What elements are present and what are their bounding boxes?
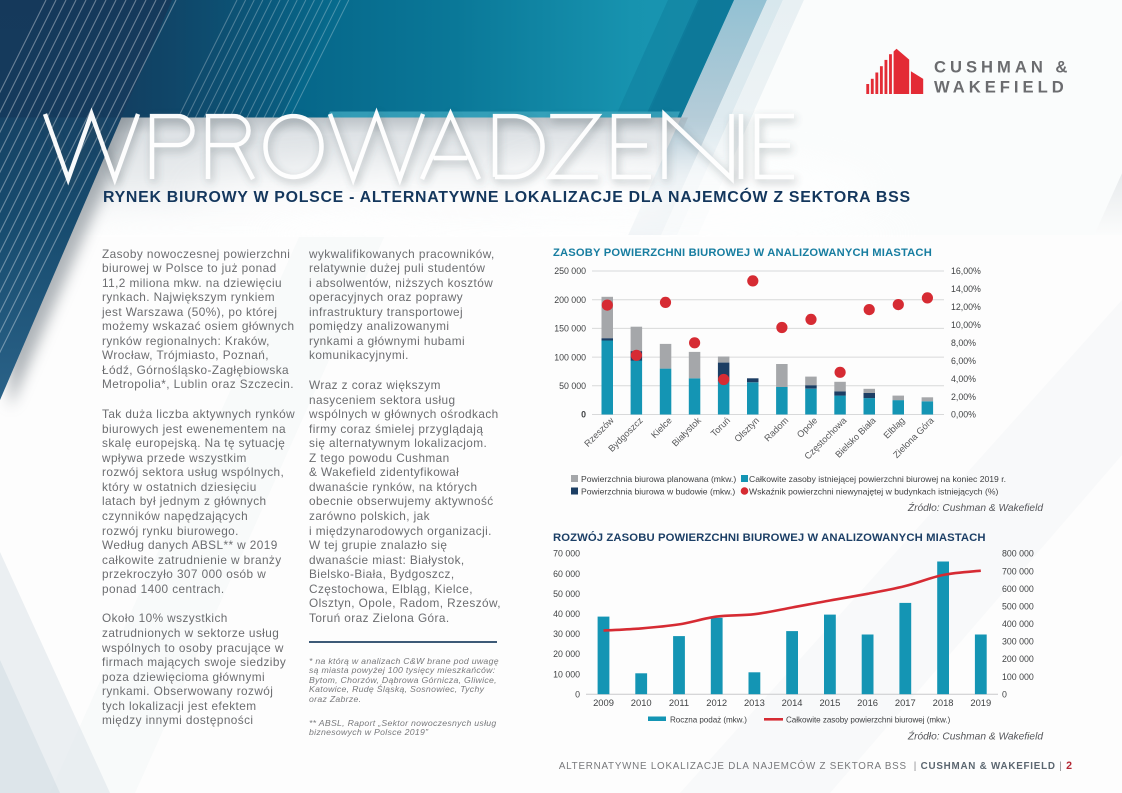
svg-text:16,00%: 16,00% (951, 266, 981, 276)
svg-text:800 000: 800 000 (1002, 549, 1034, 559)
svg-text:100 000: 100 000 (554, 352, 586, 362)
svg-text:Źródło: Cushman & Wakefield: Źródło: Cushman & Wakefield (907, 501, 1043, 514)
svg-text:100 000: 100 000 (1002, 672, 1034, 682)
svg-text:0: 0 (581, 410, 586, 420)
svg-text:0: 0 (1002, 689, 1007, 699)
svg-text:2017: 2017 (895, 697, 916, 708)
svg-text:50 000: 50 000 (553, 589, 580, 599)
svg-text:2014: 2014 (782, 697, 803, 708)
svg-text:2011: 2011 (669, 697, 689, 708)
svg-text:50 000: 50 000 (559, 381, 586, 391)
svg-text:Roczna podaż (mkw.): Roczna podaż (mkw.) (670, 716, 747, 725)
svg-text:0,00%: 0,00% (951, 410, 976, 420)
svg-text:ROZWÓJ ZASOBU POWIERZCHNI BIUR: ROZWÓJ ZASOBU POWIERZCHNI BIUROWEJ W ANA… (553, 531, 986, 544)
svg-text:2016: 2016 (857, 697, 878, 708)
svg-text:2010: 2010 (631, 697, 652, 708)
svg-text:WAKEFIELD: WAKEFIELD (934, 78, 1068, 97)
svg-text:6,00%: 6,00% (951, 356, 976, 366)
svg-text:2018: 2018 (933, 697, 954, 708)
svg-text:2015: 2015 (819, 697, 840, 708)
svg-text:500 000: 500 000 (1002, 602, 1034, 612)
svg-text:40 000: 40 000 (553, 609, 580, 619)
svg-text:200 000: 200 000 (554, 295, 586, 305)
svg-text:0: 0 (575, 689, 580, 699)
svg-text:30 000: 30 000 (553, 629, 580, 639)
svg-text:600 000: 600 000 (1002, 584, 1034, 594)
svg-text:Całkowite zasoby powierzchni b: Całkowite zasoby powierzchni biurowej (m… (786, 716, 951, 725)
svg-text:Źródło: Cushman & Wakefield: Źródło: Cushman & Wakefield (907, 730, 1043, 743)
svg-text:10 000: 10 000 (553, 669, 580, 679)
svg-text:2,00%: 2,00% (951, 392, 976, 402)
svg-text:12,00%: 12,00% (951, 302, 981, 312)
svg-text:70 000: 70 000 (553, 549, 580, 559)
svg-text:Wskaźnik powierzchni niewynaję: Wskaźnik powierzchni niewynajętej w budy… (749, 487, 998, 497)
svg-text:300 000: 300 000 (1002, 637, 1034, 647)
svg-text:14,00%: 14,00% (951, 284, 981, 294)
svg-text:Całkowite zasoby istniejącej p: Całkowite zasoby istniejącej powierzchni… (749, 474, 1006, 484)
svg-text:20 000: 20 000 (553, 649, 580, 659)
svg-text:10,00%: 10,00% (951, 320, 981, 330)
svg-text:700 000: 700 000 (1002, 566, 1034, 576)
svg-text:2013: 2013 (744, 697, 765, 708)
svg-text:2009: 2009 (593, 697, 614, 708)
svg-text:2012: 2012 (706, 697, 727, 708)
svg-text:2019: 2019 (970, 697, 991, 708)
svg-text:400 000: 400 000 (1002, 619, 1034, 629)
svg-text:60 000: 60 000 (553, 569, 580, 579)
svg-text:CUSHMAN &: CUSHMAN & (934, 57, 1071, 76)
svg-text:Powierzchnia biurowa w budowie: Powierzchnia biurowa w budowie (mkw.) (581, 487, 735, 497)
svg-text:250 000: 250 000 (554, 266, 586, 276)
svg-text:8,00%: 8,00% (951, 338, 976, 348)
svg-text:ZASOBY POWIERZCHNI BIUROWEJ W: ZASOBY POWIERZCHNI BIUROWEJ W ANALIZOWAN… (553, 247, 932, 259)
svg-text:4,00%: 4,00% (951, 374, 976, 384)
svg-text:Powierzchnia biurowa planowana: Powierzchnia biurowa planowana (mkw.) (581, 474, 736, 484)
svg-text:150 000: 150 000 (554, 324, 586, 334)
svg-text:200 000: 200 000 (1002, 654, 1034, 664)
